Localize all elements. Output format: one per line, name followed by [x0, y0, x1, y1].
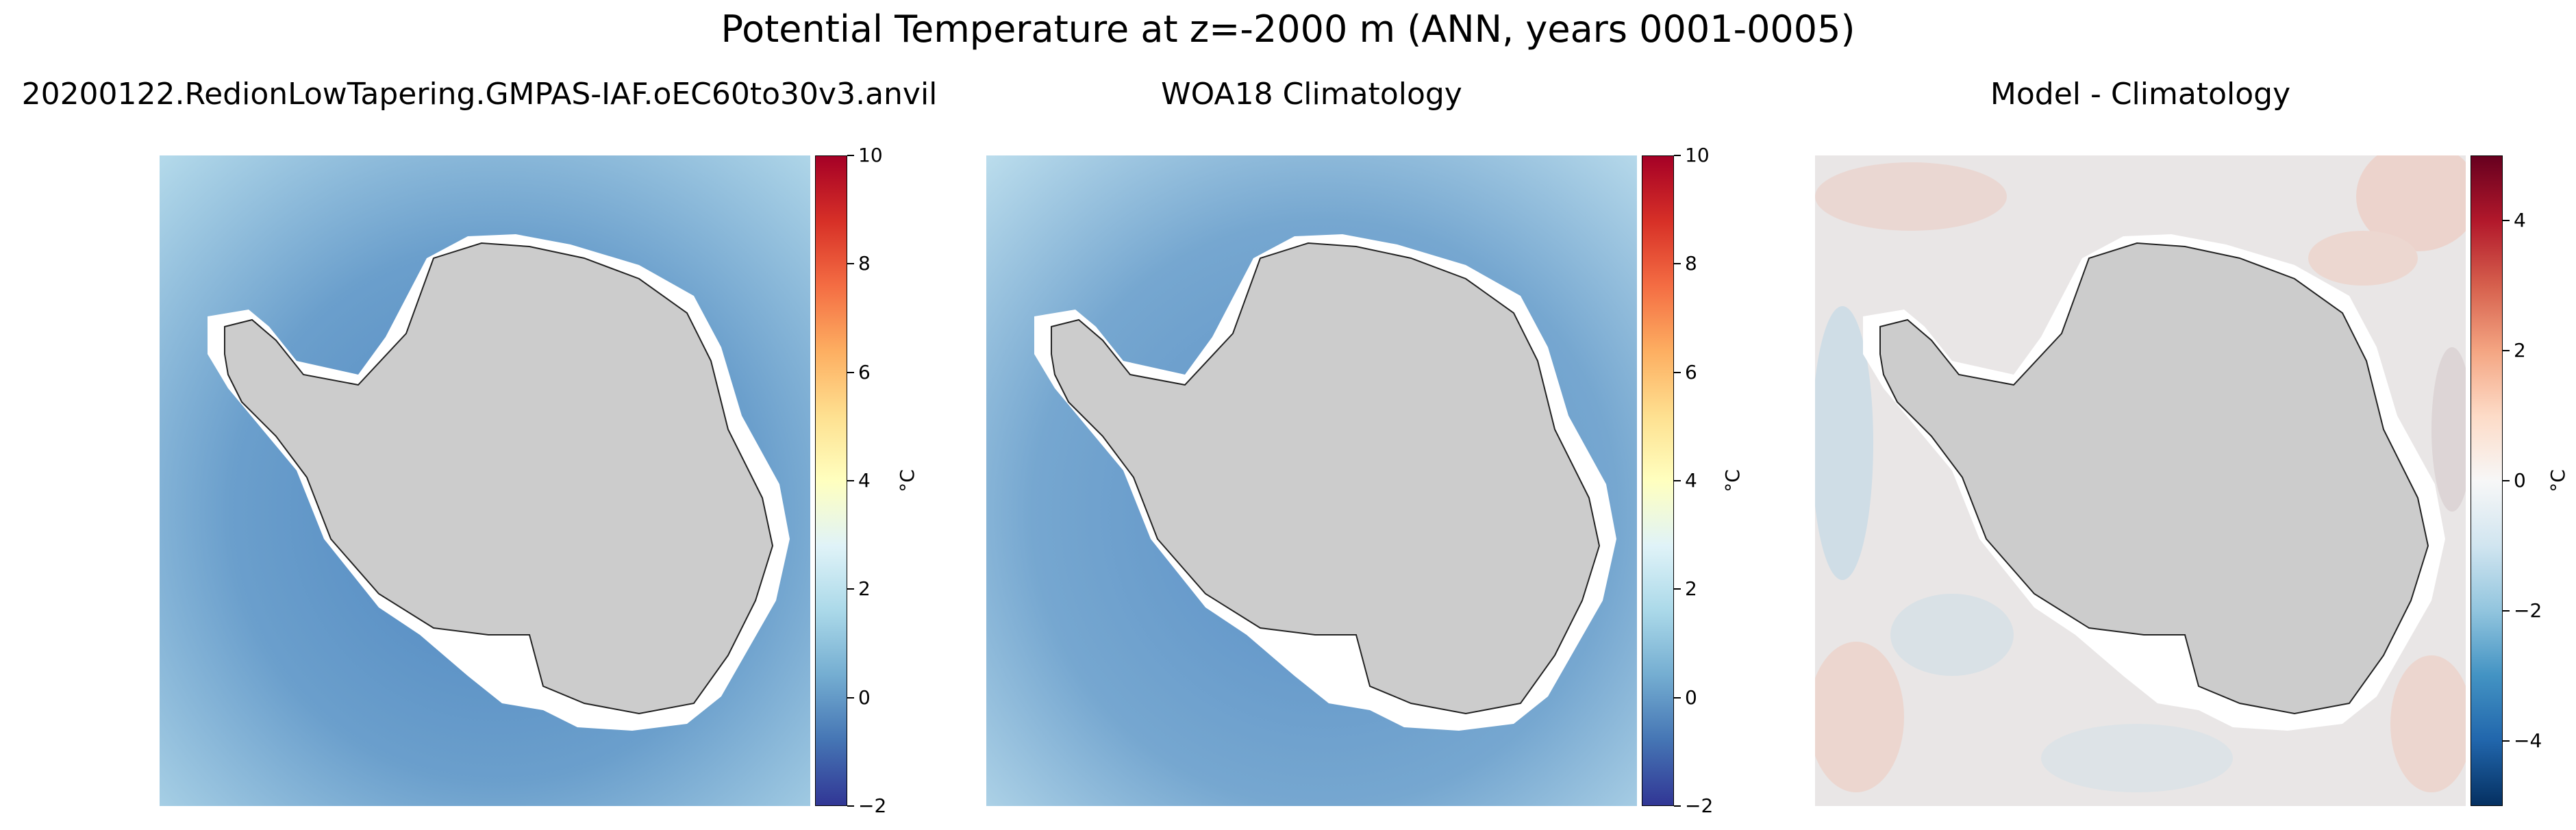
cbar-tick: 4 [2514, 209, 2526, 231]
cbar-tick: 4 [1685, 469, 1697, 492]
bias-patches [1815, 155, 2466, 792]
cbar-tick: 2 [858, 577, 871, 600]
cbar-tick: 2 [1685, 577, 1697, 600]
map-model-temperature[interactable] [160, 155, 810, 806]
colorbar-ticks-model: 10 8 6 4 2 0 −2 [847, 144, 888, 817]
cbar-tick: 10 [858, 144, 883, 166]
panel-title-woa18: WOA18 Climatology [1161, 77, 1462, 112]
colorbar-ticks-woa18: 10 8 6 4 2 0 −2 [1674, 144, 1715, 817]
antarctica-land [1051, 242, 1601, 715]
colorbar-woa18 [1642, 155, 1674, 806]
colorbar-ticks-bias: 4 2 0 −2 −4 [2503, 155, 2544, 806]
cbar-tick: 4 [858, 469, 871, 492]
cbar-tick: 2 [2514, 339, 2526, 362]
cbar-tick: −2 [1685, 794, 1714, 817]
map-woa18-temperature[interactable] [986, 155, 1637, 806]
cbar-tick: 8 [1685, 252, 1697, 275]
cbar-tick: 0 [2514, 469, 2526, 492]
colorbar-bias [2471, 155, 2503, 806]
antarctica-land [1879, 242, 2429, 715]
cbar-tick: 6 [858, 361, 871, 383]
cbar-tick: 10 [1685, 144, 1710, 166]
colorbar-label-woa18: °C [1721, 469, 1744, 492]
cbar-tick: 0 [1685, 686, 1697, 709]
map-model-minus-climatology[interactable] [1815, 155, 2466, 806]
figure-title: Potential Temperature at z=-2000 m (ANN,… [721, 8, 1855, 51]
cbar-tick: −2 [2514, 599, 2542, 622]
cbar-tick: −2 [858, 794, 887, 817]
panel-title-bias: Model - Climatology [1990, 77, 2291, 112]
colorbar-label-bias: °C [2547, 469, 2569, 492]
colorbar-model [815, 155, 847, 806]
colorbar-label-model: °C [896, 469, 918, 492]
cbar-tick: 0 [858, 686, 871, 709]
panel-title-model: 20200122.RedionLowTapering.GMPAS-IAF.oEC… [21, 77, 938, 112]
cbar-tick: 8 [858, 252, 871, 275]
antarctica-land [224, 242, 774, 715]
cbar-tick: 6 [1685, 361, 1697, 383]
cbar-tick: −4 [2514, 729, 2542, 752]
